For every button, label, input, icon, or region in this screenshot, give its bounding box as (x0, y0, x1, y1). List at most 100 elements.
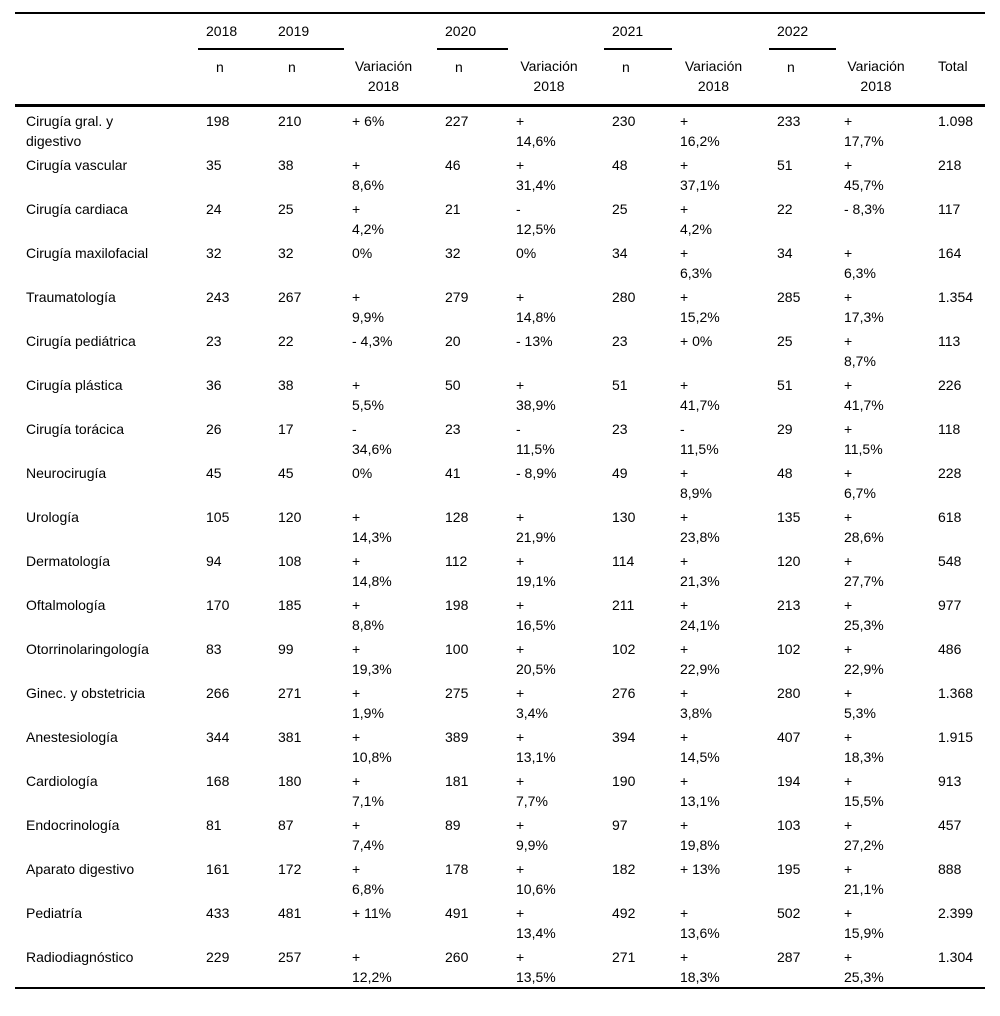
n-value-cell-2022: 213 (777, 597, 801, 613)
variation-table: 2018 2019 2020 2021 2022 n n Variación 2… (15, 12, 985, 989)
specialty-cell: Cirugía maxilofacial (26, 245, 149, 261)
n-column-header: n (437, 49, 508, 107)
n-value-cell-2020: 260 (445, 949, 469, 965)
variation-value-cell-2020: + 14,8% (516, 289, 556, 325)
variation-value-cell-2022: + 6,3% (844, 245, 876, 281)
table-row: Dermatología 94 108 + 14,8% 112 + 19,1% … (15, 547, 985, 591)
variation-value-cell-2022: + 21,1% (844, 861, 884, 897)
n-value-cell-2018: 32 (206, 245, 222, 261)
specialty-cell: Oftalmología (26, 597, 106, 613)
variation-value-cell-2021: + 0% (680, 333, 713, 349)
variation-value-cell-2022: + 6,7% (844, 465, 876, 501)
n-value-cell-2019: 381 (278, 729, 302, 745)
n-value-cell-2021: 182 (612, 861, 636, 877)
n-value-cell-2018: 35 (206, 157, 222, 173)
n-value-cell-2021: 394 (612, 729, 636, 745)
variation-value-cell-2021: + 16,2% (680, 113, 720, 149)
variation-value-cell-2019: + 7,1% (352, 773, 384, 809)
variation-value-cell-2020: + 31,4% (516, 157, 556, 193)
n-value-cell-2022: 48 (777, 465, 793, 481)
n-value-cell-2021: 130 (612, 509, 636, 525)
variation-value-cell-2021: + 41,7% (680, 377, 720, 413)
variation-value-cell-2019: 0% (352, 245, 373, 261)
variation-column-header: Variación 2018 (508, 49, 604, 107)
n-value-cell-2022: 287 (777, 949, 801, 965)
years-header-row: 2018 2019 2020 2021 2022 (15, 13, 985, 50)
n-value-cell-2019: 99 (278, 641, 294, 657)
n-value-cell-2019: 180 (278, 773, 302, 789)
variation-column-header: Variación 2018 (672, 49, 769, 107)
variation-value-cell-2021: + 18,3% (680, 949, 720, 985)
n-value-cell-2018: 433 (206, 905, 230, 921)
specialty-cell: Cirugía plástica (26, 377, 123, 393)
total-value-cell: 888 (938, 861, 962, 877)
n-value-cell-2018: 24 (206, 201, 222, 217)
n-value-cell-2022: 25 (777, 333, 793, 349)
total-value-cell: 1.098 (938, 113, 974, 129)
variation-value-cell-2019: + 7,4% (352, 817, 384, 853)
total-value-cell: 1.354 (938, 289, 974, 305)
total-value-cell: 913 (938, 773, 962, 789)
total-value-cell: 1.304 (938, 949, 974, 965)
n-value-cell-2020: 227 (445, 113, 469, 129)
n-column-header: n (769, 49, 836, 107)
variation-value-cell-2019: + 8,8% (352, 597, 384, 633)
variation-value-cell-2019: + 6,8% (352, 861, 384, 897)
total-value-cell: 618 (938, 509, 962, 525)
variation-value-cell-2021: + 3,8% (680, 685, 712, 721)
variation-value-cell-2022: - 8,3% (844, 201, 885, 217)
table-row: Radiodiagnóstico 229 257 + 12,2% 260 + 1… (15, 943, 985, 988)
total-value-cell: 2.399 (938, 905, 974, 921)
n-value-cell-2019: 32 (278, 245, 294, 261)
specialty-cell: Otorrinolaringología (26, 641, 149, 657)
n-value-cell-2020: 41 (445, 465, 461, 481)
variation-column-header: Variación 2018 (344, 49, 437, 107)
n-value-cell-2018: 81 (206, 817, 222, 833)
n-value-cell-2019: 120 (278, 509, 302, 525)
total-value-cell: 118 (938, 421, 961, 437)
n-value-cell-2018: 266 (206, 685, 230, 701)
total-value-cell: 228 (938, 465, 962, 481)
variation-value-cell-2020: + 16,5% (516, 597, 556, 633)
variation-value-cell-2019: + 19,3% (352, 641, 392, 677)
variation-value-cell-2020: + 14,6% (516, 113, 556, 149)
n-value-cell-2018: 94 (206, 553, 222, 569)
year-header-2019: 2019 (270, 13, 344, 50)
total-value-cell: 117 (938, 201, 961, 217)
n-value-cell-2021: 34 (612, 245, 628, 261)
variation-value-cell-2021: - 11,5% (680, 421, 719, 457)
n-value-cell-2022: 195 (777, 861, 801, 877)
n-value-cell-2022: 135 (777, 509, 801, 525)
n-value-cell-2021: 48 (612, 157, 628, 173)
table-row: Cirugía maxilofacial 32 32 0% 32 0% 34 +… (15, 239, 985, 283)
variation-value-cell-2020: + 13,4% (516, 905, 556, 941)
table-row: Cirugía plástica 36 38 + 5,5% 50 + 38,9%… (15, 371, 985, 415)
variation-value-cell-2022: + 27,7% (844, 553, 884, 589)
variation-value-cell-2020: + 38,9% (516, 377, 556, 413)
n-value-cell-2018: 105 (206, 509, 230, 525)
n-value-cell-2021: 280 (612, 289, 636, 305)
variation-value-cell-2022: + 11,5% (844, 421, 883, 457)
total-value-cell: 226 (938, 377, 962, 393)
n-value-cell-2018: 243 (206, 289, 230, 305)
variation-value-cell-2020: + 10,6% (516, 861, 556, 897)
table-row: Urología 105 120 + 14,3% 128 + 21,9% 130… (15, 503, 985, 547)
variation-value-cell-2020: + 3,4% (516, 685, 548, 721)
n-value-cell-2022: 280 (777, 685, 801, 701)
table-row: Endocrinología 81 87 + 7,4% 89 + 9,9% 97… (15, 811, 985, 855)
n-value-cell-2019: 267 (278, 289, 302, 305)
specialty-header-spacer (15, 49, 198, 107)
n-value-cell-2021: 276 (612, 685, 636, 701)
specialty-cell: Dermatología (26, 553, 111, 569)
n-value-cell-2018: 198 (206, 113, 230, 129)
n-value-cell-2022: 34 (777, 245, 793, 261)
n-value-cell-2020: 50 (445, 377, 461, 393)
specialty-cell: Cirugía cardiaca (26, 201, 128, 217)
variation-value-cell-2021: + 14,5% (680, 729, 720, 765)
n-value-cell-2021: 97 (612, 817, 628, 833)
specialty-cell: Radiodiagnóstico (26, 949, 134, 965)
n-value-cell-2018: 26 (206, 421, 222, 437)
year-header-2022: 2022 (769, 13, 836, 50)
variation-column-header: Variación 2018 (836, 49, 930, 107)
total-value-cell: 164 (938, 245, 962, 261)
